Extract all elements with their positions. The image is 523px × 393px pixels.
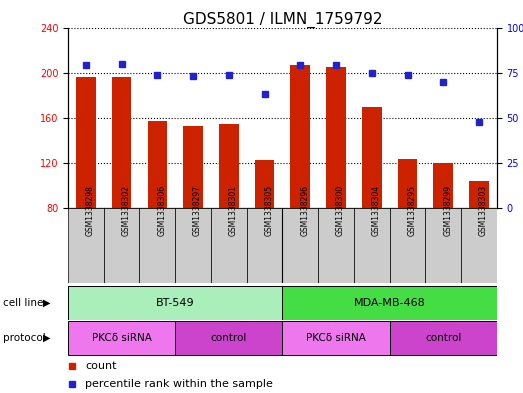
Text: cell line: cell line [3, 298, 43, 308]
Bar [282, 208, 318, 283]
Text: GSM1338296: GSM1338296 [300, 185, 309, 236]
Bar [282, 321, 390, 355]
Text: GSM1338305: GSM1338305 [265, 185, 274, 236]
Bar [219, 123, 238, 208]
Text: PKCδ siRNA: PKCδ siRNA [306, 333, 366, 343]
Bar [140, 208, 175, 283]
Text: GSM1338295: GSM1338295 [407, 185, 416, 236]
Bar [326, 67, 346, 208]
Text: control: control [425, 333, 461, 343]
Text: GSM1338300: GSM1338300 [336, 185, 345, 236]
Text: BT-549: BT-549 [156, 298, 195, 308]
Bar [425, 208, 461, 283]
Bar [68, 208, 104, 283]
Text: GSM1338306: GSM1338306 [157, 185, 166, 236]
Bar [147, 121, 167, 208]
Text: percentile rank within the sample: percentile rank within the sample [85, 379, 273, 389]
Bar [76, 77, 96, 208]
Bar [175, 208, 211, 283]
Bar [434, 163, 453, 208]
Bar [282, 286, 497, 320]
Bar [104, 208, 140, 283]
Bar [318, 208, 354, 283]
Bar [461, 208, 497, 283]
Text: GSM1338301: GSM1338301 [229, 185, 238, 236]
Bar [112, 77, 131, 208]
Bar [390, 321, 497, 355]
Bar [354, 208, 390, 283]
Bar [469, 181, 489, 208]
Bar [390, 208, 425, 283]
Bar [68, 286, 282, 320]
Text: protocol: protocol [3, 333, 46, 343]
Bar [68, 321, 175, 355]
Title: GDS5801 / ILMN_1759792: GDS5801 / ILMN_1759792 [183, 11, 382, 28]
Text: GSM1338297: GSM1338297 [193, 185, 202, 236]
Bar [362, 107, 382, 208]
Text: GSM1338299: GSM1338299 [444, 185, 452, 236]
Text: GSM1338303: GSM1338303 [479, 185, 488, 236]
Text: MDA-MB-468: MDA-MB-468 [354, 298, 426, 308]
Text: control: control [211, 333, 247, 343]
Bar [255, 160, 275, 208]
Bar [247, 208, 282, 283]
Bar [183, 126, 203, 208]
Bar [211, 208, 247, 283]
Text: GSM1338298: GSM1338298 [86, 185, 95, 236]
Bar [397, 158, 417, 208]
Text: GSM1338304: GSM1338304 [372, 185, 381, 236]
Bar [290, 65, 310, 208]
Text: ▶: ▶ [43, 298, 51, 308]
Text: count: count [85, 362, 117, 371]
Text: ▶: ▶ [43, 333, 51, 343]
Text: GSM1338302: GSM1338302 [121, 185, 131, 236]
Text: PKCδ siRNA: PKCδ siRNA [92, 333, 152, 343]
Bar [175, 321, 282, 355]
